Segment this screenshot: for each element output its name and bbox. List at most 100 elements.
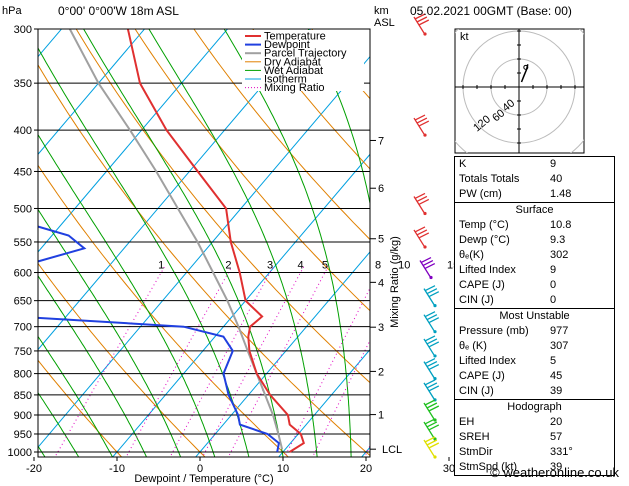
index-label: Totals Totals <box>459 173 520 185</box>
wind-barb <box>413 114 430 137</box>
hpa-label: hPa <box>2 5 22 17</box>
index-value: 9 <box>550 158 557 170</box>
index-value: 40 <box>550 173 563 185</box>
surface-label: Lifted Index <box>459 264 516 276</box>
most-unstable-table: Most Unstable Pressure (mb) 977 θₑ (K) 307 L… <box>455 308 614 399</box>
index-label: K <box>459 158 467 170</box>
surface-value: 302 <box>550 249 569 261</box>
isotherm-line <box>38 29 229 253</box>
most-unstable-row: θₑ (K) 307 <box>455 339 614 354</box>
hodograph-index-value: 331° <box>550 446 573 458</box>
datetime-title: 05.02.2021 00GMT (Base: 00) <box>410 4 572 18</box>
surface-value: 9.3 <box>550 234 566 246</box>
surface-label: Dewp (°C) <box>459 234 510 246</box>
index-label: PW (cm) <box>459 188 502 200</box>
isotherm-line <box>38 29 146 156</box>
wet-adiabat-line <box>38 391 80 457</box>
surface-row: Lifted Index 9 <box>455 263 614 278</box>
most-unstable-label: CAPE (J) <box>459 370 505 382</box>
hodograph-trace <box>520 64 529 83</box>
wet-adiabat-line <box>38 335 114 457</box>
isotherm-line <box>38 29 63 58</box>
wind-barb <box>413 226 430 249</box>
surface-label: θₑ(K) <box>459 249 484 261</box>
isotherm-line <box>195 251 370 457</box>
mixing-ratio-label: 1 <box>158 260 164 272</box>
surface-row: CIN (J) 0 <box>455 293 614 308</box>
surface-row: θₑ(K) 302 <box>455 248 614 263</box>
hodograph-index-row: SREH 57 <box>455 430 614 445</box>
hodograph-table: Hodograph EH 20 SREH 57 StmDir 331° StmSpd (kt… <box>455 399 614 475</box>
surface-row: Dewp (°C) 9.3 <box>455 233 614 248</box>
mixing-ratio-line <box>227 266 329 457</box>
mixing-ratio-line <box>54 266 166 457</box>
surface-title: Surface <box>515 204 554 216</box>
hodograph-index-row: StmDir 331° <box>455 445 614 460</box>
surface-value: 10.8 <box>550 219 572 231</box>
km-tick-label: 7 <box>378 135 384 147</box>
index-row: PW (cm) 1.48 <box>455 187 614 202</box>
isotherm-line <box>278 348 370 457</box>
mixing-ratio-line <box>364 444 370 457</box>
surface-label: Temp (°C) <box>459 219 509 231</box>
pressure-tick-label: 900 <box>14 410 32 422</box>
hodograph-index-row: EH 20 <box>455 415 614 430</box>
temperature-line <box>126 29 305 453</box>
most-unstable-row: CAPE (J) 45 <box>455 369 614 384</box>
dry-adiabat-line <box>252 29 370 170</box>
indices-panel: K 9 Totals Totals 40 PW (cm) 1.48 Surface Tem… <box>454 156 615 476</box>
mixing-ratio-line <box>312 339 370 457</box>
most-unstable-title: Most Unstable <box>499 310 570 322</box>
pressure-tick-label: 550 <box>14 237 32 249</box>
wind-barbs <box>413 13 440 459</box>
hodograph-index-value: 57 <box>550 431 563 443</box>
hodograph-index-label: StmDir <box>459 446 493 458</box>
wind-barb <box>423 399 440 422</box>
most-unstable-value: 977 <box>550 325 569 337</box>
y-axis-label: Mixing Ratio (g/kg) <box>389 236 401 328</box>
surface-value: 0 <box>550 294 557 306</box>
wind-barb <box>423 418 440 441</box>
pressure-tick-label: 300 <box>14 24 32 36</box>
wind-barb <box>413 13 430 36</box>
dry-adiabat-line <box>38 164 290 457</box>
legend-entry: Temperature <box>264 31 326 43</box>
km-tick-label: 5 <box>378 234 384 246</box>
mixing-ratio-line <box>169 266 274 457</box>
surface-value: 9 <box>550 264 557 276</box>
hodograph-index-label: SREH <box>459 431 490 443</box>
pressure-tick-label: 750 <box>14 346 32 358</box>
hodograph-index-label: EH <box>459 416 475 428</box>
most-unstable-value: 39 <box>550 385 563 397</box>
index-row: Totals Totals 40 <box>455 172 614 187</box>
location-title: 0°00' 0°00'W 18m ASL <box>58 4 179 18</box>
dry-adiabat-line <box>134 29 370 312</box>
x-axis-label: Dewpoint / Temperature (°C) <box>134 473 273 485</box>
temp-tick-label: 0 <box>197 463 203 475</box>
wind-barb <box>423 335 440 358</box>
most-unstable-label: θₑ (K) <box>459 340 487 352</box>
surface-row: Temp (°C) 10.8 <box>455 218 614 233</box>
legend-entry: Wet Adiabat <box>264 65 323 77</box>
mixing-ratio-label: 5 <box>322 260 328 272</box>
dewpoint-line <box>38 225 280 453</box>
pressure-tick-label: 600 <box>14 268 32 280</box>
dry-adiabat-line <box>193 29 370 241</box>
index-value: 1.48 <box>550 188 572 200</box>
legend-entry: Parcel Trajectory <box>264 48 347 60</box>
wind-barb <box>413 192 430 216</box>
most-unstable-label: Pressure (mb) <box>459 325 529 337</box>
most-unstable-row: Pressure (mb) 977 <box>455 324 614 339</box>
asl-label: ASL <box>374 17 395 29</box>
footer-credit: © weatheronline.co.uk <box>490 465 619 480</box>
most-unstable-row: CIN (J) 39 <box>455 384 614 399</box>
pressure-tick-label: 500 <box>14 203 32 215</box>
hodograph-storm-marker <box>523 64 529 70</box>
dry-adiabat-line <box>75 29 370 384</box>
temp-tick-label: 10 <box>277 463 289 475</box>
wind-barb <box>423 311 440 334</box>
